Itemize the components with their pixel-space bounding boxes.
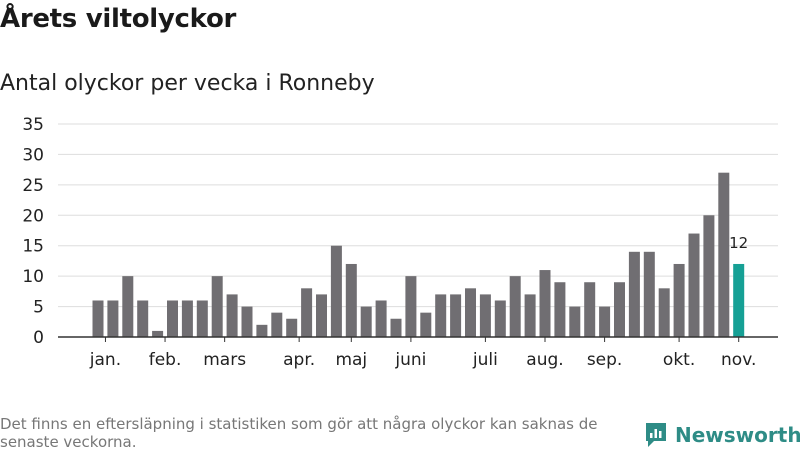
bar xyxy=(301,288,313,337)
bar xyxy=(152,330,164,337)
bar xyxy=(137,300,149,337)
bar xyxy=(733,263,745,337)
bar xyxy=(167,300,178,337)
x-tick-label: jan. xyxy=(89,350,121,370)
y-tick-label: 15 xyxy=(22,237,44,257)
bar xyxy=(375,300,387,337)
bar xyxy=(628,251,640,337)
bar xyxy=(614,282,625,337)
x-tick-label: feb. xyxy=(149,350,182,370)
x-tick-label: apr. xyxy=(283,350,315,370)
bar xyxy=(196,300,208,337)
brand-logo: Newsworthy xyxy=(644,420,800,450)
x-tick-label: juni xyxy=(394,350,426,370)
x-tick-label: sep. xyxy=(587,350,623,370)
y-tick-label: 0 xyxy=(33,328,44,348)
bar xyxy=(688,233,700,337)
highlight-value-label: 12 xyxy=(729,234,748,252)
bar xyxy=(524,294,536,337)
bar xyxy=(539,270,551,337)
bar xyxy=(420,312,432,337)
y-tick-label: 25 xyxy=(22,176,44,196)
x-tick-label: maj xyxy=(335,350,367,370)
y-tick-label: 5 xyxy=(33,298,44,318)
bar xyxy=(271,312,283,337)
x-tick-label: juli xyxy=(472,350,498,370)
bar xyxy=(554,282,566,337)
bar xyxy=(658,288,670,337)
chart-title: Årets viltolyckor xyxy=(0,4,237,34)
newsworthy-logo-icon xyxy=(646,423,666,447)
bar xyxy=(92,300,104,337)
bar xyxy=(316,294,327,337)
bar xyxy=(599,306,611,337)
y-tick-label: 35 xyxy=(22,115,44,135)
bar xyxy=(241,306,253,337)
bar xyxy=(122,276,134,337)
footnote: Det finns en eftersläpning i statistiken… xyxy=(0,415,598,451)
y-tick-label: 10 xyxy=(22,267,44,287)
x-tick-label: aug. xyxy=(526,350,563,370)
bar xyxy=(345,263,357,337)
bar xyxy=(718,172,730,337)
bar xyxy=(494,300,506,337)
brand-name: Newsworthy xyxy=(675,423,800,447)
bar xyxy=(673,263,685,337)
x-tick-label: okt. xyxy=(663,350,695,370)
bar xyxy=(107,300,119,337)
bar xyxy=(450,294,462,337)
bar xyxy=(435,294,447,337)
bar xyxy=(360,306,372,337)
bar xyxy=(569,306,581,337)
bar xyxy=(405,276,417,337)
x-tick-label: mars xyxy=(203,350,246,370)
y-tick-label: 30 xyxy=(22,145,44,165)
x-tick-label: nov. xyxy=(721,350,756,370)
bar xyxy=(226,294,238,337)
bar xyxy=(465,288,476,337)
bar xyxy=(256,324,268,337)
bar xyxy=(390,318,402,337)
bar xyxy=(286,318,298,337)
bar-chart: 0 5 10 15 20 25 30 35 12 jan. feb. mars apr. maj juni j… xyxy=(22,115,778,370)
bar xyxy=(703,215,715,337)
y-tick-label: 20 xyxy=(22,206,44,226)
bar xyxy=(330,245,342,337)
bar xyxy=(211,276,223,337)
chart-subtitle: Antal olyckor per vecka i Ronneby xyxy=(0,71,375,96)
bar xyxy=(509,276,521,337)
bar xyxy=(584,282,596,337)
bar xyxy=(643,251,655,337)
bar xyxy=(479,294,491,337)
bar xyxy=(181,300,193,337)
